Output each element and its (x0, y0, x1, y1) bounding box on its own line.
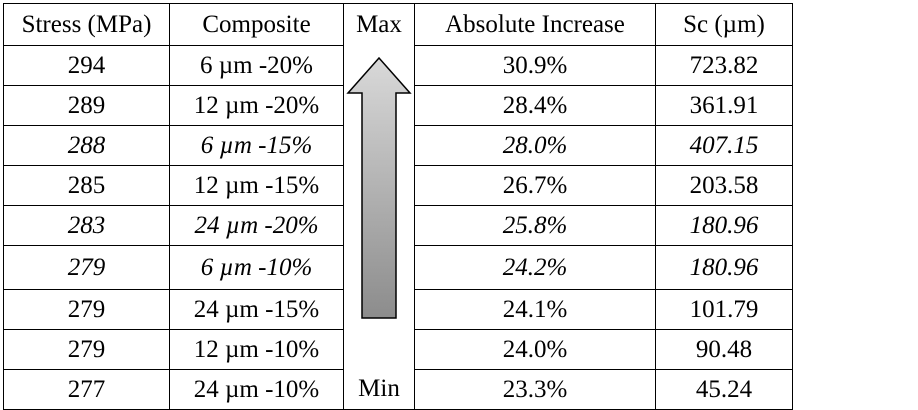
sc-cell: 723.82 (655, 45, 793, 86)
arrow-cell (343, 45, 415, 370)
stress-table: Stress (MPa) Composite Max Absolute Incr… (3, 3, 793, 410)
stress-cell: 294 (3, 45, 170, 86)
composite-cell: 24 µm -15% (169, 289, 344, 330)
table-row: 277 24 µm -10% Min 23.3% 45.24 (3, 369, 793, 410)
table-row: 285 12 µm -15% 26.7% 203.58 (3, 165, 793, 206)
table-row: 294 6 µm -20% 30.9% 723.82 (3, 45, 793, 370)
increase-cell: 28.4% (414, 85, 656, 126)
composite-cell: 6 µm -10% (169, 245, 344, 290)
table-row: 279 6 µm -10% 24.2% 180.96 (3, 245, 793, 290)
min-label: Min (343, 369, 415, 410)
increase-cell: 25.8% (414, 205, 656, 246)
composite-cell: 12 µm -10% (169, 329, 344, 370)
stress-cell: 285 (3, 165, 170, 206)
composite-cell: 12 µm -15% (169, 165, 344, 206)
sc-cell: 180.96 (655, 245, 793, 290)
table-row: 279 12 µm -10% 24.0% 90.48 (3, 329, 793, 370)
stress-cell: 283 (3, 205, 170, 246)
header-stress: Stress (MPa) (3, 3, 170, 46)
stress-cell: 288 (3, 125, 170, 166)
increase-cell: 26.7% (414, 165, 656, 206)
stress-cell: 277 (3, 369, 170, 410)
sc-cell: 407.15 (655, 125, 793, 166)
increase-cell: 30.9% (414, 45, 656, 86)
composite-cell: 24 µm -20% (169, 205, 344, 246)
up-arrow-icon (346, 56, 412, 319)
increase-cell: 23.3% (414, 369, 656, 410)
header-max: Max (343, 3, 415, 46)
sc-cell: 90.48 (655, 329, 793, 370)
header-row: Stress (MPa) Composite Max Absolute Incr… (3, 3, 793, 46)
sc-cell: 361.91 (655, 85, 793, 126)
stress-cell: 279 (3, 289, 170, 330)
header-absolute-increase: Absolute Increase (414, 3, 656, 46)
sc-cell: 203.58 (655, 165, 793, 206)
header-composite: Composite (169, 3, 344, 46)
increase-cell: 24.0% (414, 329, 656, 370)
increase-cell: 24.1% (414, 289, 656, 330)
composite-cell: 12 µm -20% (169, 85, 344, 126)
composite-cell: 24 µm -10% (169, 369, 344, 410)
composite-cell: 6 µm -15% (169, 125, 344, 166)
increase-cell: 28.0% (414, 125, 656, 166)
table-row: 283 24 µm -20% 25.8% 180.96 (3, 205, 793, 246)
stress-cell: 279 (3, 245, 170, 290)
sc-cell: 101.79 (655, 289, 793, 330)
stress-cell: 279 (3, 329, 170, 370)
composite-cell: 6 µm -20% (169, 45, 344, 86)
header-sc: Sc (µm) (655, 3, 793, 46)
sc-cell: 45.24 (655, 369, 793, 410)
increase-cell: 24.2% (414, 245, 656, 290)
sc-cell: 180.96 (655, 205, 793, 246)
table-row: 279 24 µm -15% 24.1% 101.79 (3, 289, 793, 330)
stress-cell: 289 (3, 85, 170, 126)
